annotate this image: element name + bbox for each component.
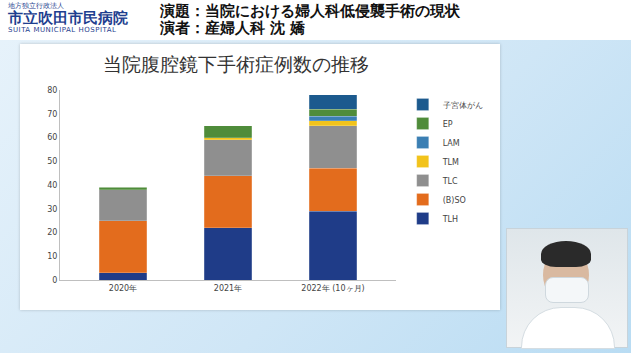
svg-text:(B)SO: (B)SO (443, 196, 466, 205)
svg-text:30: 30 (47, 205, 57, 214)
html-text:演者：産婦人科 沈 嬌: 演者：産婦人科 沈 嬌 (160, 19, 306, 37)
svg-text:TLH: TLH (442, 215, 458, 224)
svg-text:子宮体がん: 子宮体がん (443, 101, 483, 110)
svg-text:TLM: TLM (442, 158, 459, 167)
svg-text:40: 40 (47, 181, 57, 190)
svg-text:当院腹腔鏡下手術症例数の推移: 当院腹腔鏡下手術症例数の推移 (103, 53, 369, 75)
svg-text:70: 70 (47, 110, 57, 119)
svg-text:2021年: 2021年 (214, 284, 242, 293)
html-text:演題：当院における婦人科低侵襲手術の現状: 演題：当院における婦人科低侵襲手術の現状 (160, 2, 460, 20)
html-text:市立吹田市民病院: 市立吹田市民病院 (8, 9, 128, 27)
svg-text:EP: EP (443, 120, 453, 129)
svg-text:2020年: 2020年 (109, 284, 137, 293)
svg-text:10: 10 (47, 252, 57, 261)
svg-text:50: 50 (47, 157, 57, 166)
svg-text:2022年 (10ヶ月): 2022年 (10ヶ月) (301, 284, 364, 293)
svg-text:TLC: TLC (442, 177, 458, 186)
svg-text:80: 80 (47, 86, 57, 95)
svg-text:LAM: LAM (443, 139, 460, 148)
svg-text:60: 60 (47, 133, 57, 142)
svg-text:0: 0 (52, 276, 57, 285)
svg-text:20: 20 (47, 228, 57, 237)
html-text:SUITA MUNICIPAL HOSPITAL: SUITA MUNICIPAL HOSPITAL (8, 26, 117, 34)
html-text:地方独立行政法人: 地方独立行政法人 (8, 2, 64, 10)
